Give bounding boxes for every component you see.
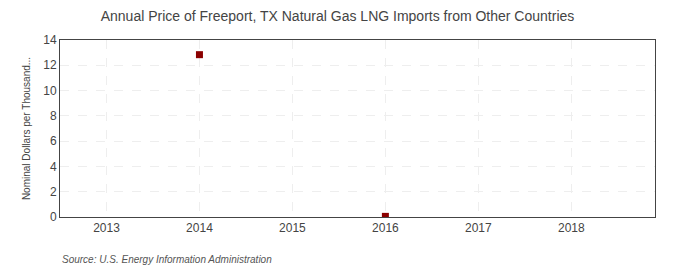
svg-text:2014: 2014 — [186, 221, 213, 235]
svg-text:2016: 2016 — [372, 221, 399, 235]
svg-text:Annual Price of Freeport, TX N: Annual Price of Freeport, TX Natural Gas… — [101, 8, 575, 24]
svg-text:0: 0 — [50, 210, 57, 224]
svg-text:12: 12 — [43, 58, 57, 72]
svg-text:2018: 2018 — [558, 221, 585, 235]
svg-text:6: 6 — [50, 134, 57, 148]
svg-text:2017: 2017 — [465, 221, 492, 235]
svg-text:14: 14 — [43, 33, 57, 47]
svg-text:8: 8 — [50, 109, 57, 123]
svg-text:2: 2 — [50, 185, 57, 199]
svg-text:10: 10 — [43, 84, 57, 98]
svg-text:Nominal Dollars per Thousand..: Nominal Dollars per Thousand... — [21, 57, 32, 200]
svg-text:4: 4 — [50, 160, 57, 174]
svg-text:2015: 2015 — [279, 221, 306, 235]
svg-text:2013: 2013 — [93, 221, 120, 235]
svg-text:Source: U.S. Energy Informatio: Source: U.S. Energy Information Administ… — [62, 254, 272, 265]
